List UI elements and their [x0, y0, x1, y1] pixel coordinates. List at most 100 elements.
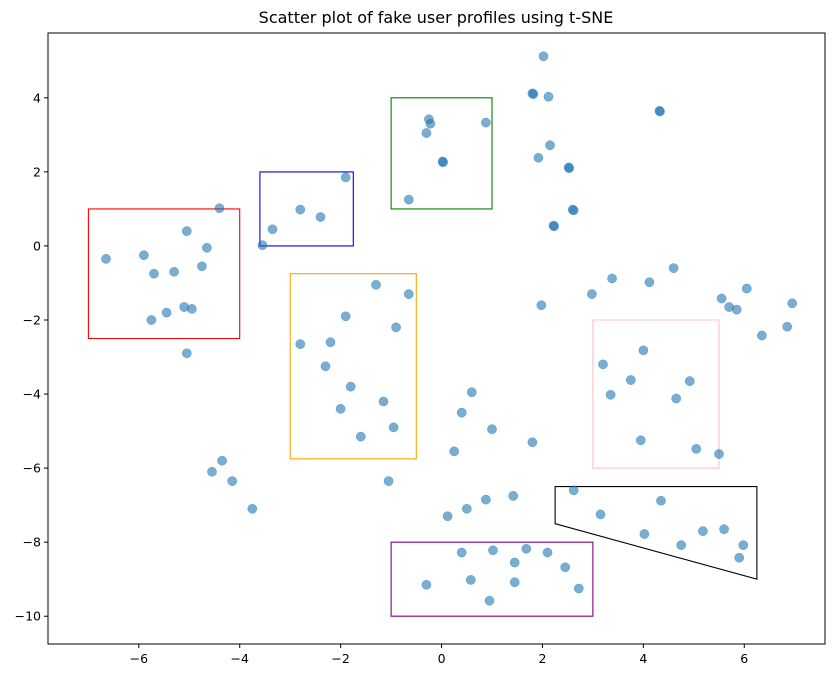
y-tick-label: −8	[23, 535, 41, 550]
data-point	[456, 407, 467, 418]
data-point	[487, 424, 497, 435]
data-point	[181, 348, 192, 359]
data-point	[676, 540, 687, 550]
cluster-regions	[87, 97, 758, 617]
data-point	[671, 393, 682, 404]
data-point	[638, 345, 649, 356]
data-point	[741, 283, 752, 294]
data-point	[456, 547, 467, 558]
data-point	[543, 91, 554, 102]
data-point	[644, 277, 655, 288]
data-point	[625, 375, 636, 385]
data-point	[325, 337, 336, 348]
x-tick-label: −6	[130, 651, 148, 666]
data-point	[421, 128, 432, 138]
data-point	[217, 455, 227, 466]
data-point	[421, 579, 432, 590]
data-point	[738, 540, 749, 550]
data-point	[538, 51, 549, 62]
data-point	[345, 381, 356, 392]
data-point	[598, 359, 608, 370]
data-point	[267, 224, 278, 235]
data-point	[533, 152, 544, 163]
data-point	[425, 118, 436, 129]
data-point	[295, 204, 306, 215]
data-point	[320, 361, 331, 372]
cluster-region-2	[259, 171, 354, 247]
data-point	[528, 89, 539, 99]
data-point	[388, 422, 399, 433]
data-point	[684, 376, 695, 386]
data-point	[607, 273, 617, 284]
cluster-region-6	[390, 541, 594, 617]
x-tick-label: −4	[231, 651, 249, 666]
data-point	[698, 526, 708, 536]
y-axis: −10 −8 −6 −4 −2 0 2 4	[15, 90, 48, 624]
y-tick-label: 2	[33, 164, 41, 179]
data-point	[787, 298, 798, 309]
data-point	[656, 495, 666, 506]
x-tick-label: 0	[438, 651, 446, 666]
axes-frame	[47, 32, 826, 645]
data-point	[186, 304, 197, 314]
y-tick-label: −10	[15, 609, 41, 624]
data-point	[509, 557, 520, 568]
data-point	[378, 396, 389, 407]
data-point	[560, 562, 571, 573]
data-point	[207, 466, 217, 477]
y-tick-label: −4	[23, 387, 41, 402]
data-point	[716, 293, 727, 304]
data-point	[202, 242, 212, 253]
data-point	[257, 240, 268, 251]
data-point	[391, 322, 401, 333]
data-point	[731, 304, 742, 315]
data-point	[655, 106, 665, 117]
data-point	[521, 543, 532, 554]
data-point	[149, 268, 159, 279]
data-point	[247, 503, 258, 514]
y-tick-label: −6	[23, 461, 41, 476]
data-point	[101, 254, 111, 264]
data-point	[639, 529, 650, 539]
data-point	[161, 307, 172, 318]
data-point	[508, 491, 519, 501]
data-point	[605, 389, 616, 400]
data-point	[442, 511, 453, 522]
data-point	[214, 203, 225, 214]
cluster-region-7	[554, 486, 758, 580]
x-tick-label: −2	[331, 651, 349, 666]
data-point	[438, 157, 448, 168]
data-point	[564, 163, 575, 174]
data-point	[340, 311, 351, 322]
x-tick-label: 2	[538, 651, 546, 666]
data-point	[488, 545, 498, 556]
data-point	[403, 289, 414, 299]
data-point	[527, 437, 538, 448]
data-point	[542, 547, 553, 558]
data-point	[403, 194, 414, 205]
x-tick-label: 4	[639, 651, 647, 666]
data-point	[371, 279, 381, 290]
data-points	[101, 51, 798, 606]
data-point	[549, 221, 559, 232]
data-point	[227, 476, 238, 486]
data-point	[461, 503, 472, 514]
data-point	[295, 339, 306, 349]
data-point	[139, 250, 149, 261]
cluster-region-3	[390, 97, 493, 210]
data-point	[449, 446, 460, 457]
data-point	[691, 444, 702, 454]
x-axis: −6 −4 −2 0 2 4 6	[130, 644, 748, 666]
data-point	[466, 387, 477, 398]
cluster-region-5	[592, 319, 720, 469]
data-point	[197, 261, 207, 272]
data-point	[545, 140, 555, 151]
data-point	[181, 226, 192, 236]
data-point	[635, 435, 646, 446]
data-point	[714, 449, 724, 459]
data-point	[335, 404, 346, 414]
y-tick-label: 4	[33, 90, 41, 105]
data-point	[757, 330, 767, 341]
data-point	[169, 266, 179, 277]
data-point	[536, 300, 547, 311]
